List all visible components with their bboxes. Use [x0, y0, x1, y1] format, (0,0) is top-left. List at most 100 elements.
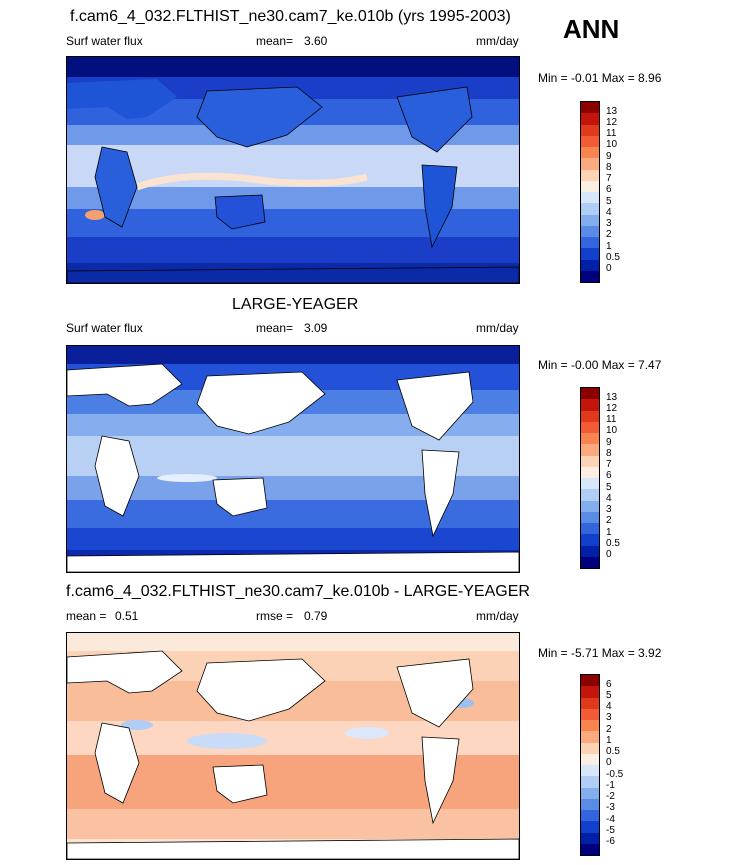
panel2-colorbar-tick: 0.5: [606, 537, 620, 549]
panel3-colorbar-swatch: [581, 686, 599, 698]
panel2-title: LARGE-YEAGER: [232, 296, 359, 313]
panel3-colorbar-tick: -1: [606, 779, 615, 791]
panel2-map: [66, 345, 520, 573]
panel2-colorbar-tick: 13: [606, 391, 618, 403]
panel3-rmse-label: rmse =: [256, 609, 294, 623]
panel1-title: f.cam6_4_032.FLTHIST_ne30.cam7_ke.010b (…: [70, 8, 511, 25]
panel2-colorbar-tick: 1: [606, 526, 612, 538]
panel2-colorbar-swatch: [581, 500, 599, 512]
panel1-colorbar-tick: 1: [606, 240, 612, 252]
panel1-colorbar-tick: 6: [606, 184, 612, 196]
panel1-colorbar-swatch: [581, 270, 599, 282]
panel1-colorbar-tick: 3: [606, 218, 612, 229]
panel3-mean-label: mean =: [66, 609, 107, 623]
panel1-colorbar-tick: 2: [606, 229, 612, 241]
panel2-colorbar-tick: 3: [606, 504, 612, 515]
panel2-colorbar-tick: 12: [606, 402, 618, 414]
panel2-colorbar-swatch: [581, 444, 599, 456]
panel3-colorbar-tick: 6: [606, 678, 612, 690]
panel2-minmax: Min = -0.00 Max = 7.47: [538, 358, 662, 372]
panel2-mean-value: 3.09: [304, 321, 328, 335]
panel2-colorbar-swatch: [581, 399, 599, 411]
panel3-colorbar-swatch: [581, 720, 599, 732]
panel1-colorbar-tick: 10: [606, 139, 618, 151]
panel3-colorbar: [580, 674, 600, 856]
panel3-colorbar-tick: 2: [606, 723, 612, 735]
panel3-map: [66, 632, 520, 860]
panel2-colorbar-swatch: [581, 455, 599, 467]
panel3-colorbar-tick: -4: [606, 813, 615, 825]
panel3-colorbar-swatch: [581, 798, 599, 810]
panel2-colorbar-swatch: [581, 466, 599, 478]
panel3-colorbar-tick: 0: [606, 757, 612, 769]
panel3-colorbar-swatch: [581, 742, 599, 754]
panel3-colorbar-swatch: [581, 810, 599, 822]
panel3-colorbar-tick: 4: [606, 701, 612, 712]
season-label: ANN: [563, 14, 620, 44]
panel1-mean-value: 3.60: [304, 34, 328, 48]
panel2-colorbar-swatch: [581, 388, 599, 400]
panel1-mean-label: mean=: [256, 34, 294, 48]
panel3-colorbar-tick: -3: [606, 802, 615, 814]
panel2-colorbar-swatch: [581, 433, 599, 445]
panel2-colorbar-swatch: [581, 523, 599, 535]
panel3-colorbar-swatch: [581, 843, 599, 855]
panel3-colorbar-swatch: [581, 821, 599, 833]
panel3-colorbar-swatch: [581, 708, 599, 720]
panel1-minmax: Min = -0.01 Max = 8.96: [538, 71, 662, 85]
panel1-colorbar-swatch: [581, 113, 599, 125]
panel3-colorbar-swatch: [581, 697, 599, 709]
panel2-colorbar-tick: 6: [606, 470, 612, 482]
panel2-units: mm/day: [476, 321, 519, 335]
panel3-colorbar-swatch: [581, 765, 599, 777]
panel1-variable: Surf water flux: [66, 34, 143, 48]
panel2-colorbar-tick: 7: [606, 459, 612, 470]
panel1-colorbar-tick: 0: [606, 263, 612, 274]
panel1-colorbar-swatch: [581, 169, 599, 181]
panel3-title: f.cam6_4_032.FLTHIST_ne30.cam7_ke.010b -…: [66, 583, 530, 600]
panel1-colorbar-swatch: [581, 135, 599, 147]
panel2-colorbar-tick: 0: [606, 549, 612, 560]
panel3-units: mm/day: [476, 609, 519, 623]
panel1-colorbar-swatch: [581, 248, 599, 260]
panel1-colorbar-tick: 8: [606, 161, 612, 173]
panel3-rmse-value: 0.79: [304, 609, 328, 623]
panel1-colorbar-tick: 12: [606, 116, 618, 128]
panel2-colorbar-swatch: [581, 545, 599, 557]
panel2-mean-label: mean=: [256, 321, 294, 335]
panel3-colorbar-tick: -2: [606, 791, 615, 802]
panel1-colorbar-tick: 0.5: [606, 251, 620, 263]
panel3-colorbar-swatch: [581, 675, 599, 687]
panel2-colorbar-swatch: [581, 511, 599, 523]
panel1-colorbar-swatch: [581, 180, 599, 192]
panel1-colorbar-tick: 9: [606, 150, 612, 162]
panel2-colorbar-swatch: [581, 421, 599, 433]
panel2-variable: Surf water flux: [66, 321, 143, 335]
panel2-colorbar-swatch: [581, 410, 599, 422]
panel2-colorbar-tick: 8: [606, 447, 612, 459]
panel1-colorbar-swatch: [581, 225, 599, 237]
panel1-colorbar-swatch: [581, 147, 599, 159]
panel2-colorbar-tick: 9: [606, 436, 612, 448]
panel2-colorbar-swatch: [581, 489, 599, 501]
panel2-colorbar-tick: 4: [606, 492, 612, 504]
panel1-colorbar-swatch: [581, 158, 599, 170]
panel3-colorbar-swatch: [581, 787, 599, 799]
panel3-colorbar-tick: -6: [606, 836, 615, 847]
panel2-colorbar-swatch: [581, 556, 599, 568]
panel3-colorbar-tick: 0.5: [606, 746, 620, 757]
panel1-map: [66, 56, 520, 284]
panel2-colorbar-swatch: [581, 534, 599, 546]
panel1-colorbar: [580, 101, 600, 283]
panel1-units: mm/day: [476, 34, 519, 48]
panel1-colorbar-swatch: [581, 192, 599, 204]
panel3-colorbar-tick: 5: [606, 689, 612, 701]
panel1-colorbar-tick: 4: [606, 206, 612, 218]
panel2-colorbar-swatch: [581, 478, 599, 490]
panel3-colorbar-tick: 1: [606, 734, 612, 746]
panel2-colorbar-tick: 11: [606, 414, 617, 425]
panel3-colorbar-swatch: [581, 753, 599, 765]
panel3-colorbar-swatch: [581, 776, 599, 788]
panel1-colorbar-tick: 11: [606, 128, 617, 139]
panel2-colorbar-tick: 5: [606, 481, 612, 493]
